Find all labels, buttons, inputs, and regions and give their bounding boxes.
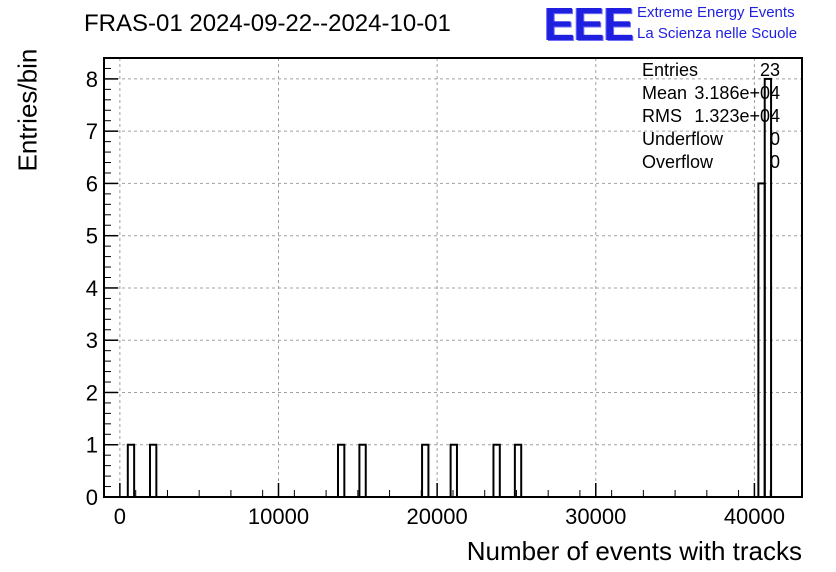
stats-row-mean: Mean 3.186e+04 [642,83,780,106]
x-tick-label: 0 [114,504,126,529]
stats-entries-label: Entries [642,60,699,80]
histogram-bin [449,443,458,499]
stats-mean-value: 3.186e+04 [694,83,780,103]
y-tick-label: 0 [86,485,98,510]
histogram-bin [513,443,523,499]
stats-rms-value: 1.323e+04 [694,106,780,126]
x-tick-label: 20000 [407,504,468,529]
x-axis-label: Number of events with tracks [466,536,802,566]
y-tick-label: 5 [86,224,98,249]
stats-mean-label: Mean [642,83,688,103]
y-tick-label: 4 [86,276,98,301]
stats-overflow-label: Overflow [642,152,714,172]
stats-underflow-label: Underflow [642,129,724,149]
histogram-bin [421,443,430,499]
y-tick-label: 2 [86,380,98,405]
y-tick-label: 1 [86,433,98,458]
x-tick-label: 10000 [248,504,309,529]
y-tick-label: 8 [86,67,98,92]
stats-row-overflow: Overflow 0 [642,152,780,175]
stats-box: Entries 23 Mean 3.186e+04 RMS 1.323e+04 … [642,60,780,175]
stats-overflow-value: 0 [769,152,780,172]
histogram-bin [492,443,501,499]
histogram-bin [336,443,346,499]
eee-logo: EEE [544,0,634,50]
stats-underflow-value: 0 [769,129,780,149]
histogram-bin [149,443,158,499]
logo-caption-line2: La Scienza nelle Scuole [637,25,798,42]
y-tick-label: 6 [86,171,98,196]
stats-entries-value: 23 [759,60,780,80]
x-tick-label: 40000 [724,504,785,529]
stats-rms-label: RMS [642,106,682,126]
stats-row-entries: Entries 23 [642,60,780,83]
chart-title: FRAS-01 2024-09-22--2024-10-01 [84,10,451,37]
y-axis-label: Entries/bin [12,48,43,172]
stats-row-underflow: Underflow 0 [642,129,780,152]
histogram-bin [358,443,367,499]
y-tick-label: 3 [86,328,98,353]
logo-caption-line1: Extreme Energy Events [637,4,795,21]
histogram-bin [126,443,136,499]
stats-row-rms: RMS 1.323e+04 [642,106,780,129]
y-tick-label: 7 [86,119,98,144]
x-tick-label: 30000 [565,504,626,529]
